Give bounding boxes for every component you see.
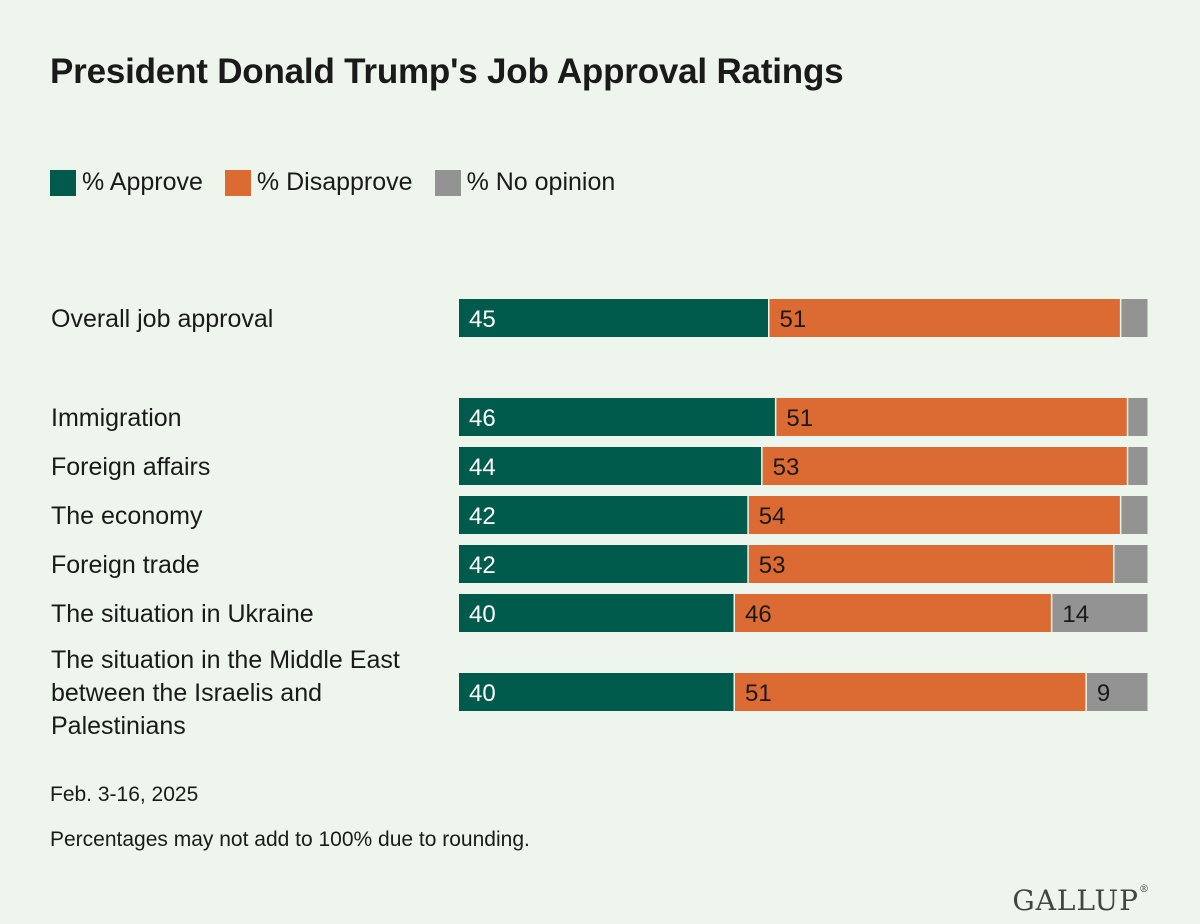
category-label-immigration: Immigration <box>51 404 182 432</box>
data-label-approve-the-situation-in-ukraine: 40 <box>469 601 496 628</box>
data-label-disapprove-overall-job-approval: 51 <box>780 306 807 333</box>
bar-disapprove-immigration <box>776 398 1127 436</box>
data-label-disapprove-the-economy: 54 <box>759 503 786 530</box>
legend-item-approve: % Approve <box>50 168 203 197</box>
bar-no-opinion-the-situation-in-the-middle-east-between-the-israelis-and-palestinians <box>1086 673 1148 711</box>
bar-approve-foreign-affairs <box>459 447 762 485</box>
data-label-disapprove-immigration: 51 <box>786 405 813 432</box>
data-label-disapprove-foreign-affairs: 53 <box>773 454 800 481</box>
data-label-approve-immigration: 46 <box>469 405 496 432</box>
chart-legend: % Approve % Disapprove % No opinion <box>50 168 637 197</box>
data-label-approve-foreign-trade: 42 <box>469 552 496 579</box>
bar-disapprove-the-economy <box>748 496 1120 534</box>
bar-approve-overall-job-approval <box>459 299 768 337</box>
brand-name: GALLUP <box>1012 884 1139 917</box>
bar-approve-immigration <box>459 398 775 436</box>
legend-swatch-no-opinion <box>434 169 461 196</box>
bar-no-opinion-immigration <box>1128 398 1148 436</box>
category-label-the-economy: The economy <box>51 502 203 530</box>
bar-no-opinion-the-economy <box>1121 496 1148 534</box>
data-label-approve-the-situation-in-the-middle-east-between-the-israelis-and-palestinians: 40 <box>469 680 496 707</box>
bar-disapprove-overall-job-approval <box>769 299 1120 337</box>
gallup-logo: GALLUP® <box>1012 884 1150 917</box>
data-label-approve-the-economy: 42 <box>469 503 496 530</box>
legend-swatch-approve <box>50 169 76 196</box>
rounding-note: Percentages may not add to 100% due to r… <box>50 828 530 851</box>
data-label-no-opinion-the-situation-in-the-middle-east-between-the-israelis-and-palestinians: 9 <box>1097 680 1110 707</box>
bar-no-opinion-foreign-trade <box>1114 545 1148 583</box>
legend-label-disapprove: % Disapprove <box>256 168 413 196</box>
legend-label-no-opinion: % No opinion <box>466 168 616 196</box>
chart-title: President Donald Trump's Job Approval Ra… <box>50 52 844 91</box>
legend-label-approve: % Approve <box>82 168 203 196</box>
bar-approve-the-situation-in-ukraine <box>459 594 734 632</box>
registered-mark: ® <box>1139 884 1150 895</box>
bar-disapprove-foreign-affairs <box>762 447 1127 485</box>
data-label-disapprove-the-situation-in-the-middle-east-between-the-israelis-and-palestinians: 51 <box>745 680 772 707</box>
category-label-overall-job-approval: Overall job approval <box>51 305 273 333</box>
legend-swatch-disapprove <box>224 169 251 196</box>
bar-no-opinion-the-situation-in-ukraine <box>1052 594 1148 632</box>
data-label-no-opinion-the-situation-in-ukraine: 14 <box>1062 601 1089 628</box>
legend-item-no-opinion: % No opinion <box>434 168 616 197</box>
bar-approve-the-situation-in-the-middle-east-between-the-israelis-and-palestinians <box>459 673 734 711</box>
bar-no-opinion-foreign-affairs <box>1128 447 1148 485</box>
category-label-foreign-affairs: Foreign affairs <box>51 453 210 481</box>
bar-disapprove-the-situation-in-the-middle-east-between-the-israelis-and-palestinians <box>735 673 1086 711</box>
category-label-foreign-trade: Foreign trade <box>51 551 200 579</box>
category-label-the-situation-in-ukraine: The situation in Ukraine <box>51 600 314 628</box>
legend-item-disapprove: % Disapprove <box>224 168 413 197</box>
bar-no-opinion-overall-job-approval <box>1121 299 1148 337</box>
data-label-approve-overall-job-approval: 45 <box>469 306 496 333</box>
bar-disapprove-the-situation-in-ukraine <box>735 594 1051 632</box>
bar-approve-the-economy <box>459 496 748 534</box>
category-label-the-situation-in-the-middle-east-between-the-israelis-and-palestinians: The situation in the Middle East between … <box>51 646 400 740</box>
bar-approve-foreign-trade <box>459 545 748 583</box>
data-label-disapprove-the-situation-in-ukraine: 46 <box>745 601 772 628</box>
data-label-disapprove-foreign-trade: 53 <box>759 552 786 579</box>
survey-date: Feb. 3-16, 2025 <box>50 783 199 806</box>
bar-disapprove-foreign-trade <box>748 545 1113 583</box>
data-label-approve-foreign-affairs: 44 <box>469 454 496 481</box>
